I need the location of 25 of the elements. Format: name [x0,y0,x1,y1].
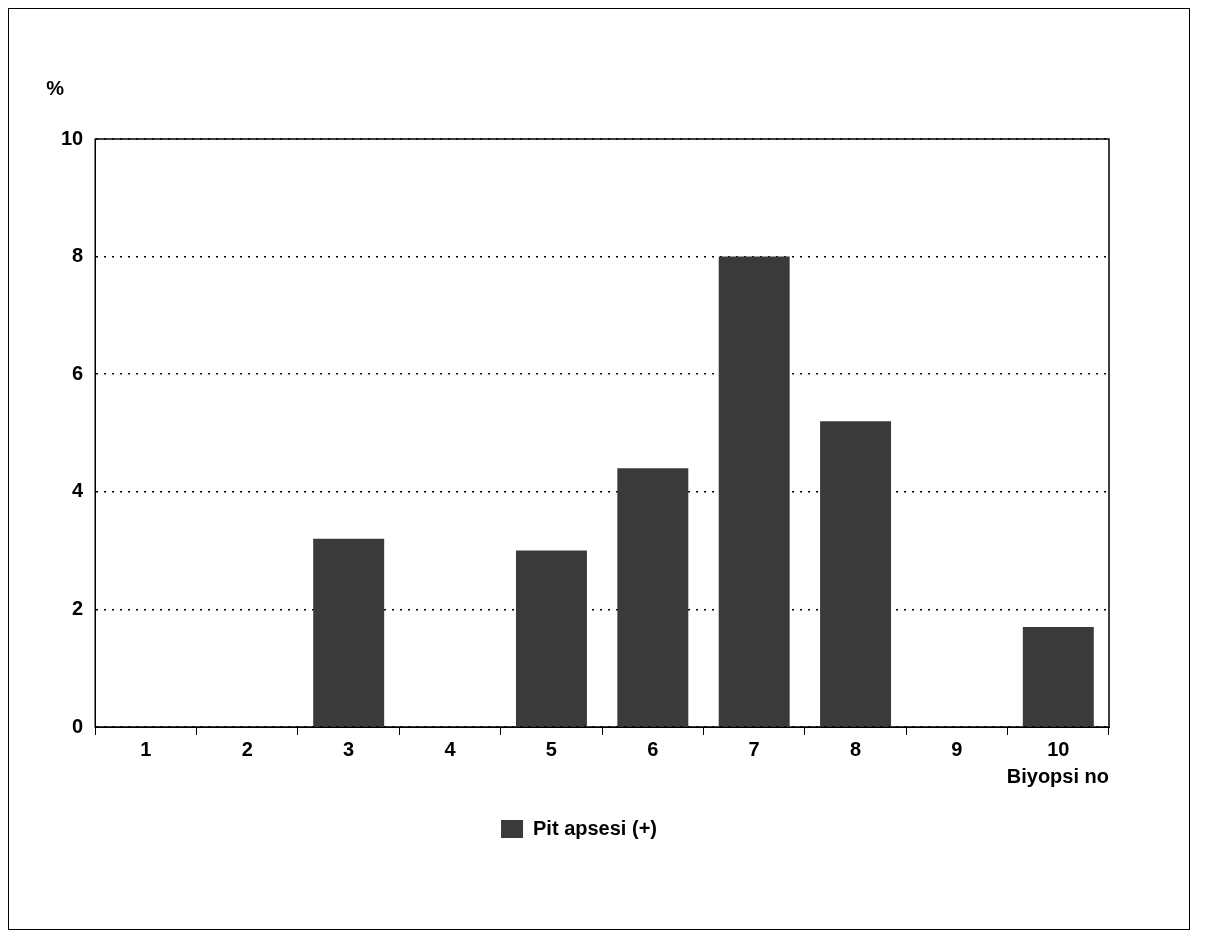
bar [1022,627,1094,727]
x-tick-label: 10 [1047,737,1070,760]
legend-label: Pit apsesi (+) [533,816,657,839]
y-tick-label: 10 [61,126,84,149]
y-tick-label: 2 [72,596,84,619]
bar [718,256,790,727]
x-tick-label: 4 [444,737,457,760]
y-tick-label: 8 [72,244,84,267]
y-tick-label: 6 [72,361,84,384]
bar [820,421,892,727]
bar [617,468,689,727]
x-tick-label: 1 [140,737,152,760]
x-axis-title: Biyopsi no [1006,764,1109,787]
y-tick-label: 4 [72,479,85,502]
x-tick-label: 5 [545,737,557,760]
y-axis-title: % [46,76,65,99]
bar [313,538,385,727]
x-tick-label: 9 [951,737,963,760]
x-tick-label: 3 [343,737,355,760]
x-tick-label: 6 [647,737,659,760]
x-tick-label: 8 [850,737,862,760]
y-tick-label: 0 [72,714,84,737]
bar [515,550,587,727]
x-tick-label: 7 [748,737,760,760]
x-tick-label: 2 [241,737,253,760]
